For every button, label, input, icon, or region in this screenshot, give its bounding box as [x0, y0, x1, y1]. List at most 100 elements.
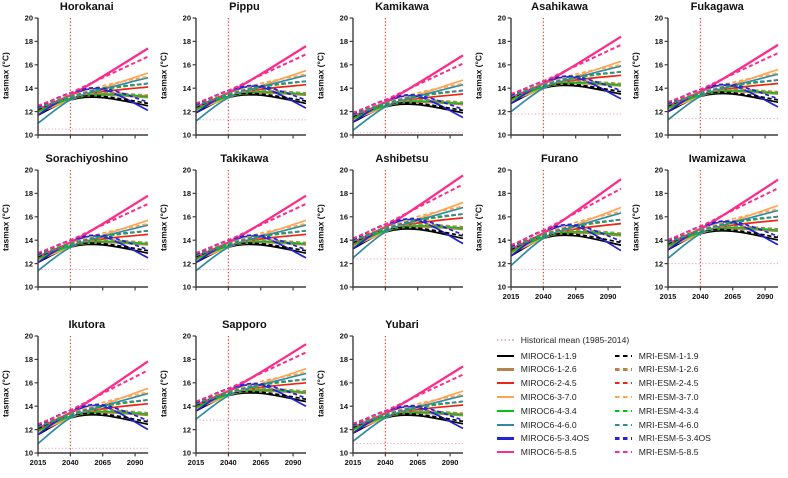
- y-tick-label: 14: [182, 84, 191, 93]
- series-MRI-ESM-5-8.5: [37, 369, 149, 426]
- y-tick-label: 18: [182, 37, 190, 46]
- series-MRI-ESM-5-8.5: [352, 373, 464, 425]
- y-tick-label: 16: [655, 61, 663, 70]
- legend-label: MIROC6-5-3.4OS: [520, 433, 590, 444]
- y-tick-label: 14: [497, 84, 506, 93]
- y-tick-label: 12: [340, 107, 348, 116]
- series-MRI-ESM-5-8.5: [195, 202, 307, 255]
- y-tick-label: 10: [340, 131, 348, 140]
- y-tick-label: 10: [497, 283, 505, 292]
- y-tick-label: 20: [340, 14, 348, 23]
- y-tick-label: 10: [182, 449, 190, 458]
- y-tick-label: 20: [655, 166, 663, 175]
- series-MRI-ESM-4-6.0: [37, 82, 149, 109]
- series-MRI-ESM-5-8.5: [510, 43, 622, 95]
- plot-area: 10 12 14 16 18 20: [25, 166, 149, 292]
- panel-body: tasmax (°C) 10 12 14 16 18 20 2015 2040 2065 2090: [630, 166, 783, 304]
- y-tick-label: 18: [25, 355, 33, 364]
- x-tick-label: 2065: [252, 458, 269, 467]
- chart-panel-sorachiyoshino: Sorachiyoshino tasmax (°C) 10 12 14 16 18 20: [0, 152, 158, 318]
- legend-entry-MRI-ESM-2-4.5: MRI-ESM-2-4.5: [614, 376, 745, 390]
- series-MRI-ESM-4-6.0: [352, 213, 464, 242]
- legend: Historical mean (1985-2014) MIROC6-1-1.9…: [473, 318, 788, 478]
- y-tick-label: 12: [340, 425, 348, 434]
- y-tick-label: 14: [25, 84, 34, 93]
- x-tick-label: 2015: [187, 458, 204, 467]
- panel-body: tasmax (°C) 10 12 14 16 18 20: [315, 166, 468, 304]
- panel-body: tasmax (°C) 10 12 14 16 18 20: [473, 14, 626, 152]
- series-MRI-ESM-4-6.0: [195, 229, 306, 257]
- panel-body: tasmax (°C) 10 12 14 16 18 20 2015 2040 2065 2090: [158, 332, 311, 470]
- y-axis-label: tasmax (°C): [0, 52, 11, 100]
- y-tick-label: 16: [25, 213, 33, 222]
- legend-label: MIROC6-2-4.5: [520, 378, 577, 389]
- legend-historical-row: Historical mean (1985-2014): [496, 333, 788, 347]
- legend-swatch: [614, 382, 632, 385]
- legend-entry-MIROC6-2-4.5: MIROC6-2-4.5: [496, 376, 615, 390]
- panel-body: tasmax (°C) 10 12 14 16 18 20 2015 2040 2065 2090: [473, 166, 626, 304]
- legend-entry-MRI-ESM-1-1.9: MRI-ESM-1-1.9: [614, 349, 745, 363]
- series-MRI-ESM-5-8.5: [37, 202, 149, 255]
- legend-entry-MRI-ESM-4-3.4: MRI-ESM-4-3.4: [614, 404, 745, 418]
- chart-panel-kamikawa: Kamikawa tasmax (°C) 10 12 14 16 18 20: [315, 0, 473, 152]
- y-tick-label: 16: [655, 213, 663, 222]
- panel-body: tasmax (°C) 10 12 14 16 18 20: [158, 14, 311, 152]
- panel-body: tasmax (°C) 10 12 14 16 18 20: [630, 14, 783, 152]
- chart-panel-ashibetsu: Ashibetsu tasmax (°C) 10 12 14 16 18 20: [315, 152, 473, 318]
- series-MRI-ESM-5-8.5: [668, 187, 779, 241]
- legend-label-historical: Historical mean (1985-2014): [520, 334, 630, 345]
- y-tick-label: 20: [25, 14, 33, 23]
- chart-panel-yubari: Yubari tasmax (°C) 10 12 14 16 18 20 2015 2040 206…: [315, 318, 473, 478]
- y-axis-label: tasmax (°C): [158, 370, 169, 418]
- y-tick-label: 14: [182, 402, 191, 411]
- series-MRI-ESM-4-6.0: [510, 218, 621, 249]
- y-tick-label: 20: [182, 166, 190, 175]
- x-tick-label: 2090: [442, 458, 459, 467]
- chart-panel-pippu: Pippu tasmax (°C) 10 12 14 16 18 20: [158, 0, 316, 152]
- y-tick-label: 16: [182, 213, 190, 222]
- legend-entry-MRI-ESM-5-3.4OS: MRI-ESM-5-3.4OS: [614, 432, 745, 446]
- y-tick-label: 12: [182, 107, 190, 116]
- y-axis-label: tasmax (°C): [0, 204, 11, 252]
- x-tick-label: 2090: [757, 292, 774, 301]
- legend-label: MIROC6-1-2.6: [520, 364, 577, 375]
- y-tick-label: 16: [497, 213, 505, 222]
- y-tick-label: 14: [655, 84, 664, 93]
- panel-title: Ikutora: [68, 319, 106, 331]
- legend-label: MRI-ESM-1-2.6: [638, 364, 699, 375]
- y-tick-label: 16: [340, 379, 348, 388]
- chart-panel-takikawa: Takikawa tasmax (°C) 10 12 14 16 18 20: [158, 152, 316, 318]
- y-tick-label: 12: [182, 425, 190, 434]
- y-tick-label: 10: [182, 283, 190, 292]
- y-tick-label: 10: [340, 283, 348, 292]
- legend-label: MIROC6-3-7.0: [520, 392, 577, 403]
- x-tick-label: 2015: [345, 458, 362, 467]
- y-tick-label: 14: [25, 236, 34, 245]
- series-MRI-ESM-4-6.0: [668, 215, 779, 244]
- series-MRI-ESM-4-6.0: [510, 70, 621, 98]
- chart-panel-furano: Furano tasmax (°C) 10 12 14 16 18 20 2015 2040 206…: [473, 152, 631, 318]
- legend-entry-MRI-ESM-5-8.5: MRI-ESM-5-8.5: [614, 445, 745, 459]
- legend-label: MRI-ESM-3-7.0: [638, 392, 699, 403]
- panel-title: Fukagawa: [690, 1, 744, 13]
- panel-title: Sapporo: [222, 319, 267, 331]
- panel-title: Ashibetsu: [375, 153, 429, 165]
- panel-body: tasmax (°C) 10 12 14 16 18 20: [0, 166, 153, 304]
- legend-label: MRI-ESM-5-8.5: [638, 447, 699, 458]
- y-tick-label: 16: [25, 379, 33, 388]
- legend-swatch: [496, 368, 514, 371]
- y-tick-label: 18: [497, 37, 505, 46]
- y-tick-label: 18: [655, 189, 663, 198]
- y-tick-label: 12: [182, 259, 190, 268]
- y-tick-label: 20: [497, 166, 505, 175]
- x-tick-label: 2040: [62, 458, 79, 467]
- y-tick-label: 16: [182, 61, 190, 70]
- y-tick-label: 16: [25, 61, 33, 70]
- y-tick-label: 20: [182, 14, 190, 23]
- y-tick-label: 14: [182, 236, 191, 245]
- chart-panel-ikutora: Ikutora tasmax (°C) 10 12 14 16 18 20 2015 2040 20…: [0, 318, 158, 478]
- y-tick-label: 10: [497, 131, 505, 140]
- legend-label: MIROC6-4-3.4: [520, 405, 577, 416]
- y-tick-label: 16: [340, 213, 348, 222]
- legend-swatch: [614, 437, 632, 440]
